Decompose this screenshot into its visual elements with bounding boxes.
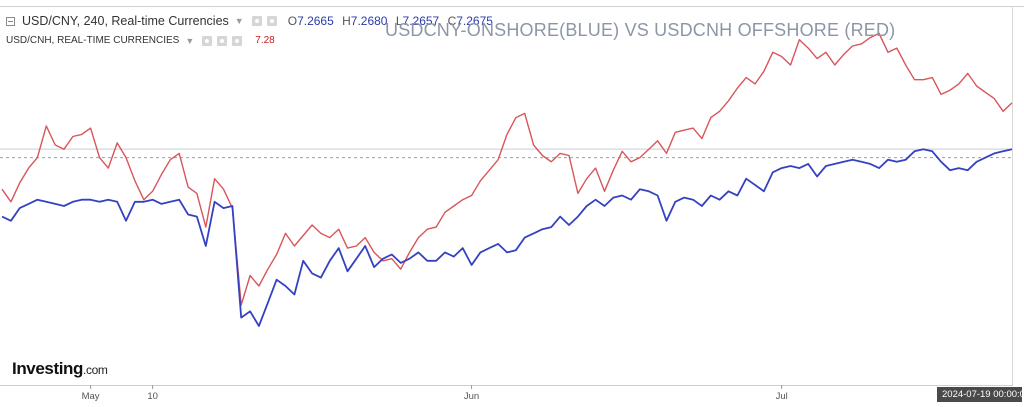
x-tick-label: Jul [776,391,788,402]
compare-value: 7.28 [255,35,275,46]
chevron-down-icon[interactable]: ▼ [234,16,244,26]
high-value: 7.2680 [350,14,388,28]
x-tick-label: Jun [464,391,479,402]
settings-icon[interactable] [217,35,228,46]
x-axis-ticks: May 10 Jun Jul [82,385,788,402]
low-key: L [395,14,403,28]
collapse-icon[interactable] [6,16,15,26]
close-key: C [447,14,457,28]
crosshair-time-label: 2024-07-19 00:00:00 [937,387,1022,402]
low-value: 7.2657 [402,14,440,28]
logo-text: Investing [12,359,84,378]
open-value: 7.2665 [297,14,334,28]
x-tick-label: 10 [147,391,158,402]
logo-suffix: .com [83,363,108,377]
high-key: H [342,14,351,28]
series-layer [1,32,1013,327]
eye-icon[interactable] [202,35,213,46]
usdcny-series-line [1,148,1013,327]
x-tick-label: May [82,391,100,402]
open-key: O [287,14,298,28]
chevron-down-icon[interactable]: ▼ [185,35,195,46]
close-icon[interactable] [232,35,243,46]
settings-icon[interactable] [266,16,277,26]
eye-icon[interactable] [251,16,262,26]
close-value: 7.2675 [456,14,493,28]
compare-symbol-label: USD/CNH, REAL-TIME CURRENCIES [6,35,180,46]
symbol-label: USD/CNY, 240, Real-time Currencies [22,14,229,28]
ohlc-values: O7.2665 H7.2680 L7.2657 C7.2675 [288,14,498,28]
investing-logo[interactable]: Investing.com [12,359,108,379]
main-legend: USD/CNY, 240, Real-time Currencies ▼ O7.… [6,14,498,28]
compare-legend: USD/CNH, REAL-TIME CURRENCIES ▼ 7.28 [6,35,275,46]
chart-title: USDCNY-ONSHORE(BLUE) VS USDCNH OFFSHORE … [385,20,896,40]
usdcnh-series-line [1,32,1013,306]
